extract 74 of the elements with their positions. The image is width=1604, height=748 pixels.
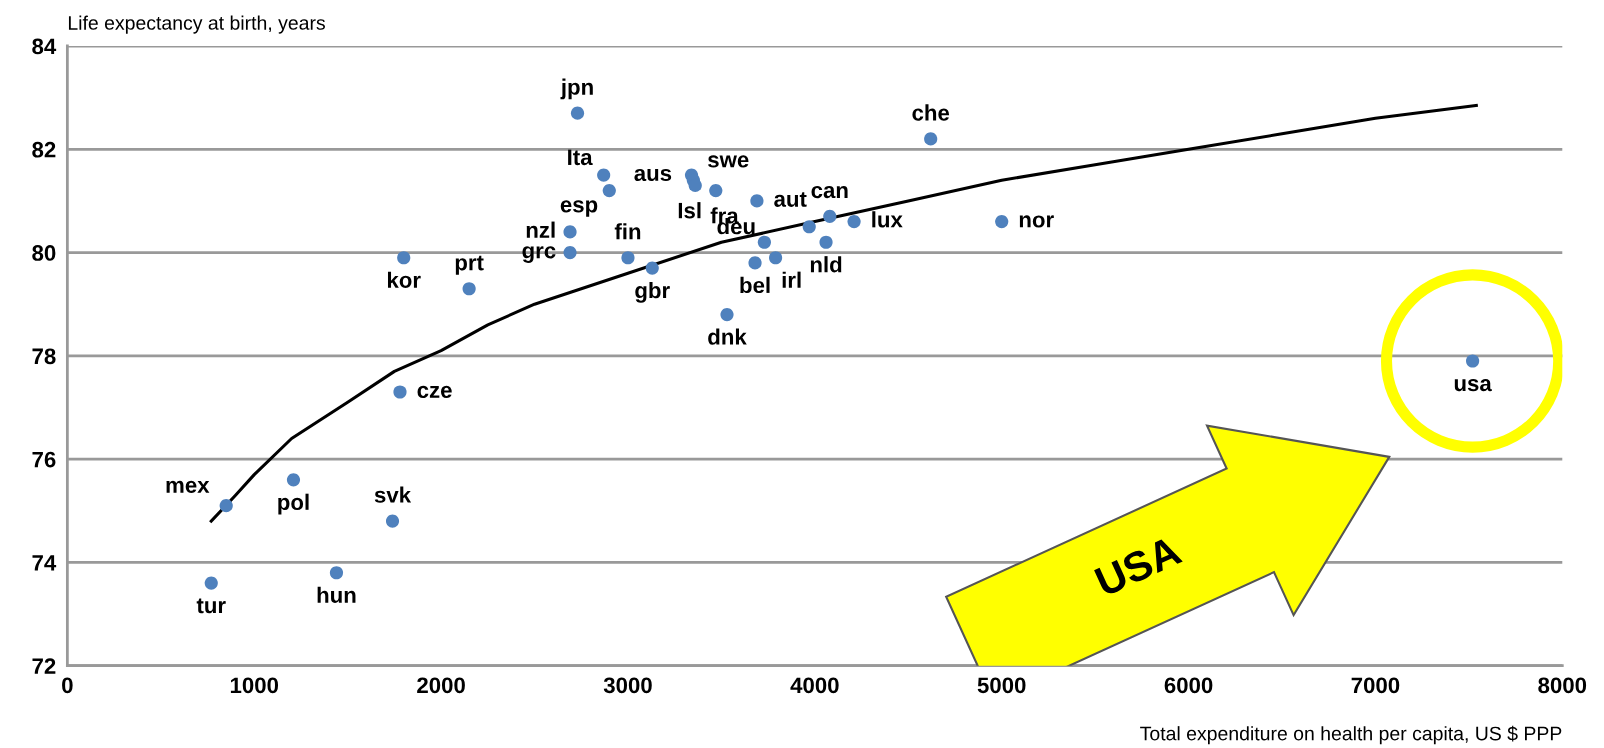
- x-tick-label: 4000: [790, 677, 839, 694]
- y-tick-label: 82: [32, 141, 56, 158]
- annotation: nld: [810, 256, 842, 273]
- annotation: can: [811, 185, 848, 199]
- x-tick-label: 3000: [603, 677, 652, 694]
- annotation: pol: [278, 493, 309, 515]
- annotation: kor: [387, 271, 421, 288]
- annotation: nzl: [526, 221, 555, 238]
- y-tick-label: 80: [32, 245, 56, 261]
- annotation: grc: [522, 246, 556, 263]
- annotation: irl: [782, 271, 801, 288]
- annotation: lux: [872, 211, 903, 228]
- annotation: Isl: [678, 202, 701, 219]
- annotation: mex: [166, 480, 210, 493]
- annotation: cze: [417, 385, 452, 398]
- annotation: jpn: [560, 78, 593, 100]
- x-tick-label: 5000: [977, 677, 1026, 694]
- annotation: prt: [455, 255, 484, 275]
- point: [462, 282, 476, 296]
- point: [597, 168, 611, 182]
- annotation: dnk: [708, 328, 747, 345]
- annotation: tur: [196, 598, 226, 614]
- point: [385, 514, 400, 528]
- point: [750, 194, 764, 208]
- x-tick-label: 1000: [230, 677, 279, 694]
- point: [563, 225, 577, 239]
- point: [823, 209, 837, 224]
- x-tick-label: 6000: [1164, 677, 1213, 694]
- point: [621, 251, 635, 265]
- annotation: aut: [774, 192, 807, 207]
- point: [802, 220, 816, 234]
- y-axis-title: Life expectancy at birth, years: [68, 15, 325, 34]
- annotation: USA: [1093, 534, 1183, 597]
- annotation: aus: [634, 168, 672, 182]
- point: [397, 251, 411, 265]
- annotation: fin: [614, 223, 641, 240]
- annotation: usa: [1454, 379, 1492, 392]
- annotation: hun: [317, 586, 356, 603]
- annotation: bel: [740, 276, 770, 294]
- point: [769, 251, 783, 265]
- point: [819, 235, 833, 249]
- point: [720, 307, 734, 322]
- annotation: che: [912, 104, 950, 121]
- point: [924, 132, 938, 146]
- point: [709, 184, 723, 198]
- y-tick-label: 84: [32, 38, 57, 55]
- point: [563, 245, 577, 260]
- point: [995, 215, 1009, 229]
- point: [757, 235, 771, 249]
- annotation: esp: [560, 200, 598, 217]
- y-tick-label: 78: [32, 348, 56, 365]
- x-axis-title: Total expenditure on health per capita, US $ PPP: [1140, 725, 1562, 745]
- point: [204, 576, 218, 590]
- y-tick-label: 74: [32, 555, 57, 571]
- point: [286, 473, 301, 487]
- annotation: nor: [1019, 215, 1054, 228]
- x-tick-label: 0: [62, 677, 73, 694]
- y-tick-label: 72: [32, 658, 56, 674]
- annotation: swe: [708, 155, 749, 168]
- point: [329, 566, 344, 580]
- x-tick-label: 8000: [1538, 677, 1587, 694]
- point: [847, 215, 861, 229]
- point: [748, 256, 762, 270]
- annotation: Ita: [568, 149, 593, 166]
- point: [645, 261, 659, 275]
- y-tick-label: 76: [32, 451, 56, 468]
- point: [393, 385, 407, 399]
- point: [219, 499, 233, 513]
- point: [570, 106, 585, 120]
- annotation: gbr: [635, 281, 670, 303]
- x-tick-label: 7000: [1351, 677, 1400, 694]
- point: [602, 184, 616, 198]
- annotation: svk: [374, 486, 412, 503]
- x-tick-label: 2000: [417, 677, 465, 694]
